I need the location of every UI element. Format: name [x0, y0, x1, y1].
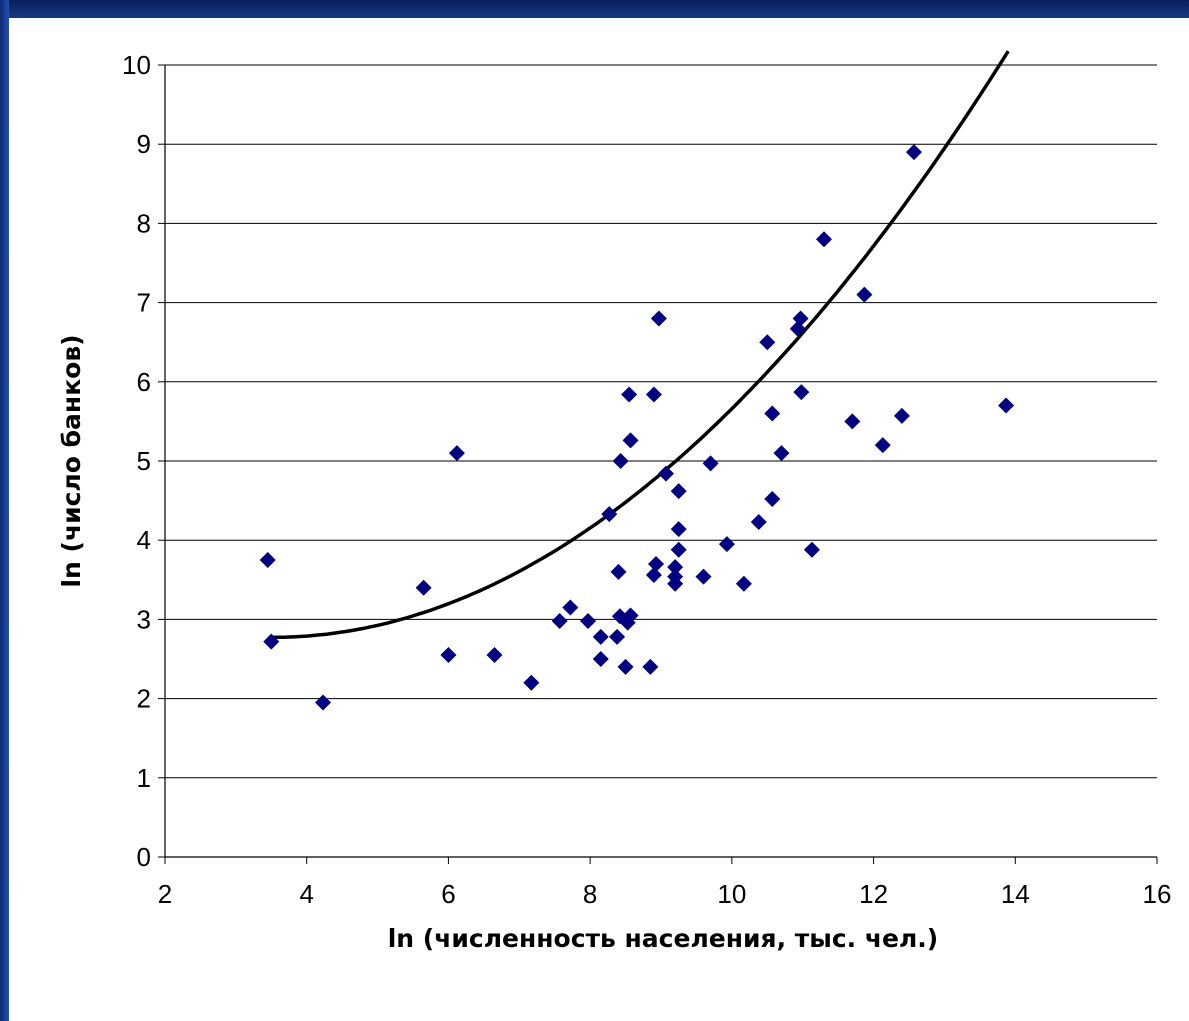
data-point [750, 513, 767, 530]
y-tick-label: 5 [137, 446, 151, 476]
data-point [622, 432, 639, 449]
x-axis-title: ln (численность населения, тыс. чел.) [388, 924, 939, 953]
y-tick-label: 10 [122, 50, 151, 80]
data-point [612, 453, 629, 469]
data-point [415, 579, 432, 596]
data-point [486, 647, 503, 664]
data-point [670, 521, 687, 538]
data-point [893, 407, 910, 424]
data-point [617, 658, 634, 675]
data-point [844, 413, 861, 430]
data-point [580, 612, 597, 629]
slide-left-bar [0, 0, 9, 1021]
data-point [667, 559, 684, 576]
y-tick-label: 1 [137, 763, 151, 793]
data-point [874, 437, 891, 454]
data-point [792, 310, 809, 327]
y-axis-title: ln (число банков) [57, 334, 86, 587]
data-point [803, 541, 820, 558]
data-point [263, 633, 280, 650]
y-tick-labels: 0 1 2 3 4 5 6 7 8 9 10 [122, 50, 151, 872]
data-point [759, 334, 776, 351]
data-point [315, 694, 332, 711]
x-tick-labels: 2 4 6 8 10 12 14 16 [158, 879, 1172, 909]
data-point [670, 541, 687, 558]
data-point [670, 483, 687, 500]
data-point [645, 386, 662, 403]
data-point [622, 607, 639, 624]
data-point [856, 286, 873, 303]
data-point [592, 651, 609, 667]
data-point [551, 612, 568, 629]
data-point [695, 568, 712, 585]
y-tick-label: 0 [137, 842, 151, 872]
y-tick-label: 9 [137, 129, 151, 159]
data-point [702, 455, 719, 472]
y-tick-label: 6 [137, 367, 151, 397]
x-tick-label: 6 [441, 879, 455, 909]
trend-line [271, 50, 1010, 640]
grid-lines [165, 64, 1157, 779]
data-point [667, 575, 684, 592]
data-point [735, 575, 752, 592]
x-tick-label: 8 [583, 879, 597, 909]
data-point [642, 658, 659, 675]
data-points [259, 144, 1015, 711]
data-point [610, 563, 627, 580]
trend-line-group [271, 50, 1010, 640]
data-point [764, 491, 781, 508]
data-point [259, 552, 276, 568]
data-point [657, 465, 674, 482]
data-point [718, 536, 735, 553]
slide-top-bar [0, 0, 1189, 18]
data-point [764, 405, 781, 422]
data-point [648, 555, 665, 572]
data-point [592, 628, 609, 645]
data-point [815, 231, 832, 248]
data-point [793, 384, 810, 401]
y-tick-label: 3 [137, 604, 151, 634]
y-tick-label: 7 [137, 288, 151, 318]
x-tick-label: 12 [859, 879, 888, 909]
data-point [650, 310, 667, 327]
data-point [905, 144, 922, 161]
data-point [998, 397, 1015, 414]
data-point [609, 628, 626, 645]
data-point [562, 599, 579, 616]
y-tick-label: 8 [137, 208, 151, 238]
data-point [523, 674, 540, 691]
data-point [645, 567, 662, 584]
data-point [448, 445, 465, 462]
data-point [621, 386, 638, 403]
data-point [601, 506, 618, 523]
y-tick-label: 2 [137, 684, 151, 714]
x-tick-label: 2 [158, 879, 172, 909]
data-point [773, 445, 790, 462]
y-tick-label: 4 [137, 525, 151, 555]
data-point [440, 647, 457, 664]
x-tick-label: 10 [717, 879, 746, 909]
chart-canvas [9, 18, 1189, 1021]
x-tick-label: 4 [299, 879, 313, 909]
x-tick-label: 16 [1143, 879, 1172, 909]
axes [158, 64, 1158, 864]
x-tick-label: 14 [1001, 879, 1030, 909]
